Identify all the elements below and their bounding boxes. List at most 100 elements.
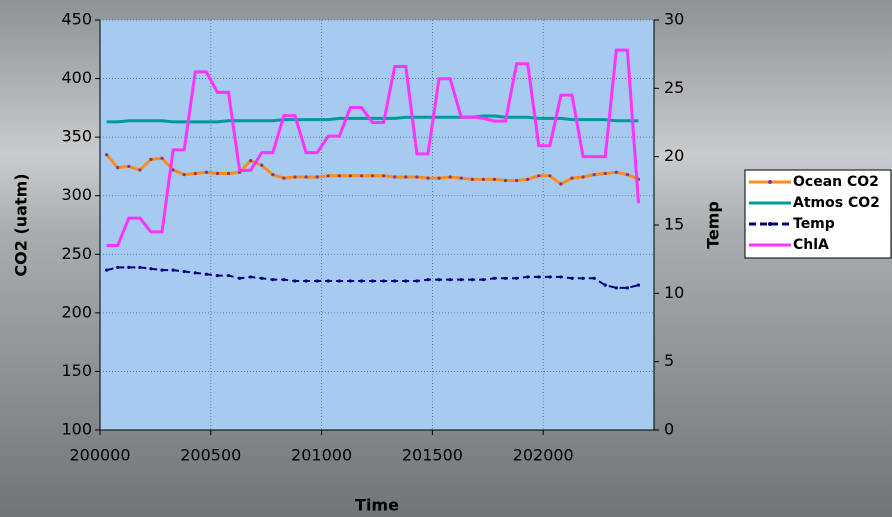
point-marker bbox=[337, 174, 341, 178]
point-marker bbox=[492, 276, 497, 280]
point-marker bbox=[625, 173, 630, 177]
point-marker bbox=[570, 276, 574, 280]
point-marker bbox=[249, 158, 253, 163]
point-marker bbox=[204, 170, 208, 174]
point-marker bbox=[215, 171, 220, 176]
point-marker bbox=[127, 164, 131, 169]
point-marker bbox=[226, 171, 231, 176]
y-axis-label: CO2 (uatm) bbox=[12, 173, 31, 276]
point-marker bbox=[515, 276, 519, 280]
point-marker bbox=[193, 171, 197, 176]
point-marker bbox=[382, 279, 386, 283]
point-marker bbox=[215, 273, 220, 278]
point-marker bbox=[193, 271, 197, 275]
point-marker bbox=[415, 279, 419, 283]
point-marker bbox=[448, 278, 452, 282]
point-marker bbox=[426, 176, 430, 180]
point-marker bbox=[470, 278, 474, 282]
x-tick-label: 200000 bbox=[69, 446, 130, 465]
point-marker bbox=[492, 177, 497, 181]
point-marker bbox=[282, 176, 286, 180]
point-marker bbox=[171, 168, 175, 172]
legend-marker bbox=[768, 180, 772, 184]
point-marker bbox=[404, 175, 408, 179]
point-marker bbox=[105, 153, 109, 157]
point-marker bbox=[437, 278, 441, 282]
x-tick-label: 201000 bbox=[291, 446, 352, 465]
y-tick-label: 450 bbox=[61, 10, 92, 29]
point-marker bbox=[537, 275, 541, 279]
point-marker bbox=[548, 275, 552, 279]
point-marker bbox=[636, 283, 641, 287]
point-marker bbox=[293, 175, 297, 179]
point-marker bbox=[370, 279, 375, 283]
point-marker bbox=[459, 278, 463, 282]
point-marker bbox=[481, 177, 485, 181]
y2-axis-label: Temp bbox=[704, 201, 723, 249]
point-marker bbox=[503, 178, 508, 183]
legend-label: Temp bbox=[793, 216, 835, 232]
point-marker bbox=[459, 176, 463, 180]
legend-label: Ocean CO2 bbox=[793, 174, 879, 190]
point-marker bbox=[182, 269, 186, 274]
legend: Ocean CO2 Atmos CO2 Temp ChlA bbox=[744, 169, 892, 259]
point-marker bbox=[315, 175, 319, 179]
point-marker bbox=[359, 279, 364, 283]
point-marker bbox=[448, 175, 452, 179]
point-marker bbox=[570, 176, 574, 180]
point-marker bbox=[160, 268, 164, 272]
point-marker bbox=[503, 276, 508, 280]
x-tick-label: 200500 bbox=[180, 446, 241, 465]
point-marker bbox=[249, 275, 253, 279]
point-marker bbox=[481, 278, 485, 282]
point-marker bbox=[581, 175, 585, 179]
point-marker bbox=[404, 279, 408, 283]
point-marker bbox=[260, 276, 264, 280]
point-marker bbox=[537, 174, 541, 178]
legend-marker bbox=[768, 222, 772, 226]
point-marker bbox=[548, 174, 552, 178]
y-tick-label: 200 bbox=[61, 302, 92, 321]
point-marker bbox=[127, 265, 131, 269]
point-marker bbox=[293, 279, 297, 283]
point-marker bbox=[526, 275, 530, 279]
y-tick-label: 350 bbox=[61, 127, 92, 146]
point-marker bbox=[271, 278, 275, 282]
point-marker bbox=[526, 177, 530, 181]
point-marker bbox=[315, 279, 319, 283]
point-marker bbox=[382, 174, 386, 178]
point-marker bbox=[359, 174, 364, 178]
point-marker bbox=[603, 171, 607, 176]
point-marker bbox=[138, 168, 142, 172]
y-tick-label: 100 bbox=[61, 420, 92, 439]
point-marker bbox=[426, 278, 430, 282]
legend-label: Atmos CO2 bbox=[793, 195, 880, 211]
y2-tick-label: 25 bbox=[664, 78, 684, 97]
y2-tick-label: 0 bbox=[664, 420, 674, 439]
point-marker bbox=[326, 174, 330, 178]
point-marker bbox=[592, 173, 596, 177]
point-marker bbox=[592, 276, 596, 280]
series-line bbox=[106, 48, 640, 247]
point-marker bbox=[304, 279, 308, 283]
point-marker bbox=[348, 279, 353, 283]
point-marker bbox=[271, 173, 275, 177]
point-marker bbox=[603, 283, 607, 287]
point-marker bbox=[116, 265, 120, 269]
legend-box bbox=[744, 169, 892, 259]
x-tick-label: 202000 bbox=[513, 446, 574, 465]
point-marker bbox=[437, 176, 441, 180]
point-marker bbox=[282, 278, 286, 282]
point-marker bbox=[138, 265, 142, 269]
point-marker bbox=[326, 279, 330, 283]
y2-tick-label: 15 bbox=[664, 215, 684, 234]
point-marker bbox=[559, 182, 563, 186]
point-marker bbox=[149, 157, 153, 161]
point-marker bbox=[559, 275, 563, 279]
point-marker bbox=[393, 175, 397, 179]
x-tick-label: 201500 bbox=[402, 446, 463, 465]
point-marker bbox=[260, 163, 264, 167]
point-marker bbox=[393, 279, 397, 283]
point-marker bbox=[182, 173, 186, 177]
